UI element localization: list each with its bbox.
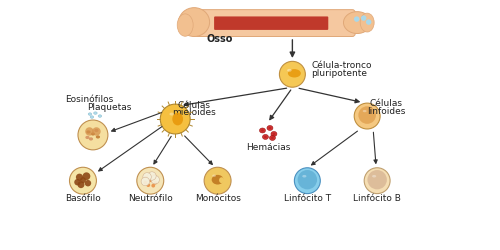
Ellipse shape [270, 136, 276, 140]
Ellipse shape [86, 136, 89, 139]
Circle shape [298, 170, 317, 190]
Ellipse shape [98, 115, 102, 117]
Ellipse shape [302, 175, 306, 178]
Circle shape [78, 120, 108, 150]
Text: Plaquetas: Plaquetas [86, 103, 131, 112]
Circle shape [85, 127, 94, 136]
Circle shape [364, 168, 390, 194]
Ellipse shape [86, 130, 90, 134]
Ellipse shape [360, 13, 374, 32]
Text: Hemácias: Hemácias [246, 143, 290, 152]
Circle shape [368, 170, 387, 190]
Text: mieloides: mieloides [172, 108, 216, 117]
Ellipse shape [91, 132, 95, 136]
Circle shape [144, 176, 148, 180]
FancyBboxPatch shape [194, 10, 355, 36]
Circle shape [151, 176, 160, 184]
Text: Célula-tronco: Célula-tronco [312, 61, 372, 70]
Ellipse shape [261, 129, 264, 132]
Text: pluripotente: pluripotente [312, 69, 368, 78]
Ellipse shape [287, 69, 292, 72]
Text: Basófilo: Basófilo [65, 194, 101, 202]
Ellipse shape [172, 113, 183, 125]
Text: Células: Células [178, 100, 210, 110]
Ellipse shape [94, 129, 98, 132]
Ellipse shape [212, 174, 216, 177]
Circle shape [354, 103, 380, 129]
Ellipse shape [219, 177, 224, 183]
Circle shape [152, 184, 155, 188]
Ellipse shape [264, 136, 267, 138]
Ellipse shape [272, 133, 276, 135]
Circle shape [152, 174, 156, 178]
Circle shape [137, 167, 164, 194]
Circle shape [294, 168, 320, 194]
Ellipse shape [90, 116, 94, 118]
Circle shape [354, 16, 360, 22]
Circle shape [141, 177, 150, 186]
Ellipse shape [271, 132, 277, 136]
Ellipse shape [267, 126, 273, 130]
Ellipse shape [178, 8, 210, 36]
Circle shape [92, 127, 100, 136]
Text: Monócitos: Monócitos [194, 194, 240, 202]
Circle shape [76, 174, 83, 181]
Ellipse shape [177, 14, 193, 36]
Text: Eosinófilos: Eosinófilos [65, 95, 113, 104]
FancyBboxPatch shape [214, 16, 328, 30]
Ellipse shape [262, 134, 268, 140]
Circle shape [149, 178, 152, 182]
Circle shape [154, 181, 157, 184]
Circle shape [148, 172, 156, 180]
Ellipse shape [89, 137, 93, 140]
Text: linfoides: linfoides [367, 106, 406, 116]
Text: Osso: Osso [207, 34, 234, 44]
Ellipse shape [372, 175, 376, 178]
Ellipse shape [260, 128, 266, 133]
Circle shape [361, 15, 366, 21]
Ellipse shape [362, 110, 366, 112]
Circle shape [80, 177, 86, 183]
Circle shape [366, 19, 372, 25]
Circle shape [78, 181, 84, 188]
Circle shape [70, 167, 96, 194]
Ellipse shape [344, 12, 371, 34]
Circle shape [143, 173, 152, 181]
Ellipse shape [288, 69, 301, 78]
Circle shape [204, 167, 231, 194]
Circle shape [82, 172, 90, 180]
Text: Células: Células [370, 99, 402, 108]
Circle shape [146, 183, 150, 187]
Text: Neutrófilo: Neutrófilo [128, 194, 172, 202]
Circle shape [84, 180, 91, 186]
Ellipse shape [271, 137, 274, 139]
Circle shape [280, 61, 305, 87]
Ellipse shape [88, 113, 92, 115]
Circle shape [358, 106, 376, 124]
Circle shape [160, 104, 190, 134]
Ellipse shape [170, 112, 174, 116]
Text: Linfócito B: Linfócito B [353, 194, 401, 202]
Text: Linfócito T: Linfócito T [284, 194, 331, 202]
Ellipse shape [212, 175, 224, 184]
Ellipse shape [94, 112, 97, 114]
Circle shape [74, 179, 80, 186]
Circle shape [144, 181, 147, 184]
Ellipse shape [96, 135, 100, 138]
Ellipse shape [268, 127, 272, 129]
